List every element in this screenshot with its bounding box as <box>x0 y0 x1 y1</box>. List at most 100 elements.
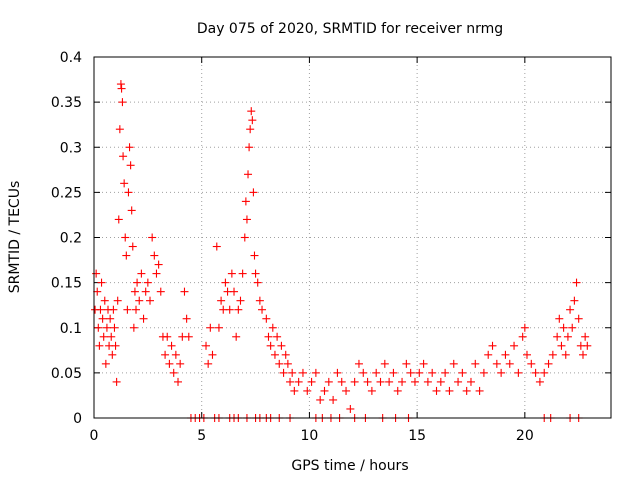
data-point <box>264 332 273 341</box>
data-point <box>288 368 297 377</box>
data-point <box>176 359 185 368</box>
data-point <box>572 278 581 287</box>
data-point <box>268 323 277 332</box>
data-point <box>479 368 488 377</box>
data-point <box>320 386 329 395</box>
data-point <box>402 359 411 368</box>
data-point <box>527 359 536 368</box>
data-point <box>393 386 402 395</box>
data-point <box>127 206 136 215</box>
data-point <box>117 84 126 93</box>
data-point <box>372 368 381 377</box>
y-tick-label: 0.3 <box>60 140 82 156</box>
data-point <box>520 323 529 332</box>
data-point <box>214 323 223 332</box>
data-point <box>227 269 236 278</box>
data-point <box>93 287 102 296</box>
data-point <box>129 323 138 332</box>
x-tick-label: 5 <box>197 428 206 444</box>
data-point <box>108 350 117 359</box>
data-point <box>303 386 312 395</box>
data-point <box>139 314 148 323</box>
data-point <box>221 278 230 287</box>
data-point <box>283 359 292 368</box>
data-point <box>432 386 441 395</box>
data-point <box>578 350 587 359</box>
data-point <box>466 377 475 386</box>
data-point <box>522 350 531 359</box>
data-point <box>133 278 142 287</box>
data-point <box>119 152 128 161</box>
data-point <box>141 287 150 296</box>
data-point <box>548 350 557 359</box>
y-tick-label: 0.15 <box>51 276 82 292</box>
y-tick-label: 0.05 <box>51 366 82 382</box>
data-point <box>581 332 590 341</box>
data-point <box>415 368 424 377</box>
data-point <box>501 350 510 359</box>
data-point <box>281 350 290 359</box>
data-point <box>241 197 250 206</box>
data-point <box>354 359 363 368</box>
data-point <box>240 233 249 242</box>
data-point <box>270 350 279 359</box>
data-point <box>350 377 359 386</box>
data-point <box>510 341 519 350</box>
data-point <box>574 314 583 323</box>
y-tick-label: 0.2 <box>60 231 82 247</box>
data-point <box>514 368 523 377</box>
data-point <box>419 359 428 368</box>
data-point <box>135 296 144 305</box>
data-point <box>111 341 120 350</box>
data-point <box>92 269 101 278</box>
data-point <box>125 143 134 152</box>
data-point <box>290 386 299 395</box>
data-point <box>171 350 180 359</box>
data-point <box>346 404 355 413</box>
data-point <box>544 359 553 368</box>
data-point <box>445 386 454 395</box>
data-point <box>583 341 592 350</box>
data-point <box>236 296 245 305</box>
data-point <box>130 287 139 296</box>
data-point <box>376 377 385 386</box>
data-point <box>279 368 288 377</box>
x-tick-label: 15 <box>408 428 426 444</box>
data-point <box>286 377 295 386</box>
data-point <box>182 314 191 323</box>
data-point <box>250 251 259 260</box>
plot-frame <box>93 56 612 419</box>
data-point <box>109 305 118 314</box>
y-tick-label: 0 <box>73 411 82 427</box>
data-point <box>553 332 562 341</box>
data-point <box>333 368 342 377</box>
data-point <box>100 296 109 305</box>
data-point <box>116 80 125 89</box>
data-point <box>163 332 172 341</box>
data-point <box>154 260 163 269</box>
data-point <box>165 359 174 368</box>
data-point <box>99 332 108 341</box>
data-point <box>275 359 284 368</box>
x-axis-label: GPS time / hours <box>291 458 408 474</box>
data-point <box>441 368 450 377</box>
data-point <box>217 296 226 305</box>
x-tick-label: 0 <box>90 428 99 444</box>
data-point <box>118 98 127 107</box>
data-point <box>167 341 176 350</box>
data-point <box>234 305 243 314</box>
data-point <box>570 296 579 305</box>
data-point <box>161 350 170 359</box>
data-point <box>484 350 493 359</box>
data-point <box>248 116 257 125</box>
data-point <box>246 125 255 134</box>
data-point <box>561 350 570 359</box>
data-point <box>342 386 351 395</box>
chart-title: Day 075 of 2020, SRMTID for receiver nrm… <box>197 21 503 37</box>
data-point <box>124 188 133 197</box>
data-point <box>266 341 275 350</box>
data-point <box>244 170 253 179</box>
data-point <box>277 341 286 350</box>
